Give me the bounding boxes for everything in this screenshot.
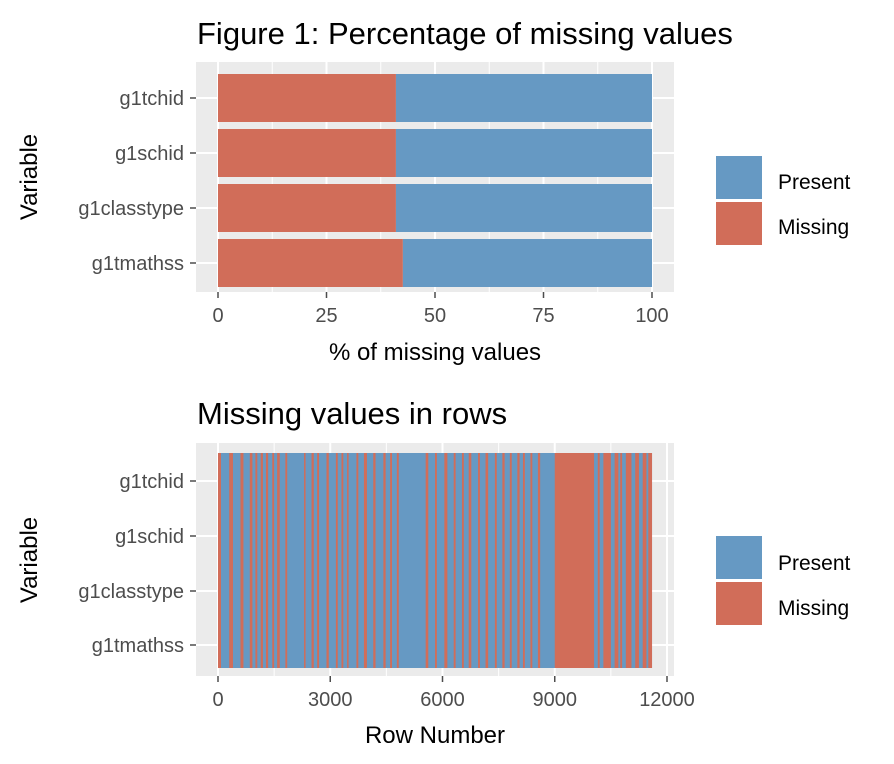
chart2-x-tick-label: 3000	[308, 689, 353, 711]
chart2-y-tick-label: g1schid	[115, 526, 184, 548]
chart2-y-tick-label: g1classtype	[78, 581, 184, 603]
chart1-y-ticks: g1tchid g1schid g1classtype g1tmathss	[78, 88, 196, 275]
chart1-bar-present	[395, 184, 652, 232]
chart2-missing-strip	[347, 453, 349, 668]
chart2-missing-strip	[597, 453, 600, 668]
chart2-x-tick-label: 6000	[420, 689, 465, 711]
chart1-bar-present	[402, 239, 652, 287]
chart2-legend-missing-label: Missing	[778, 597, 849, 620]
chart2-missing-strip	[240, 453, 244, 668]
chart2-missing-strip	[642, 453, 647, 668]
chart1-y-tick-label: g1tmathss	[92, 253, 184, 275]
chart2-missing-strip	[383, 453, 386, 668]
chart2-y-tick-label: g1tmathss	[92, 635, 184, 657]
chart2-x-tick-label: 12000	[639, 689, 695, 711]
chart1-x-axis-label: % of missing values	[329, 339, 541, 366]
chart2-legend-missing-key	[716, 582, 762, 625]
chart2-missing-strip	[373, 453, 376, 668]
chart2-y-ticks: g1tchid g1schid g1classtype g1tmathss	[78, 471, 196, 657]
chart2-missing-strip	[461, 453, 464, 668]
chart2-missing-strip	[255, 453, 258, 668]
chart2-missing-strip	[485, 453, 489, 668]
chart2-missing-strip	[537, 453, 541, 668]
chart2-x-tick-label: 0	[212, 689, 223, 711]
chart1-bar-missing	[218, 239, 403, 287]
chart1-x-tick-label: 75	[532, 305, 554, 327]
chart2-missing-strip	[341, 453, 344, 668]
chart1-bar-present	[395, 74, 652, 122]
chart2-missing-strip	[425, 453, 429, 668]
chart1-y-tick-label: g1schid	[115, 143, 184, 165]
chart1-x-tick-label: 50	[424, 305, 446, 327]
chart2-missing-strip	[453, 453, 456, 668]
chart2-missing-strip	[603, 453, 611, 668]
chart2-missing-strip	[522, 453, 525, 668]
chart2-x-ticks: 0 3000 6000 9000 12000	[212, 676, 695, 711]
chart1-bar-missing	[218, 184, 396, 232]
chart2-missing-strip	[285, 453, 288, 668]
chart2-missing-strip	[444, 453, 448, 668]
chart2-missing-strip	[265, 453, 269, 668]
chart1-bars	[218, 74, 652, 287]
chart2-missing-strip	[260, 453, 263, 668]
chart1-y-axis-label: Variable	[16, 134, 43, 220]
chart2-missing-strip	[363, 453, 367, 668]
chart1-legend-present-label: Present	[778, 171, 851, 194]
chart2-y-tick-label: g1tchid	[120, 471, 185, 493]
chart2-missing-strip	[502, 453, 505, 668]
chart1-legend: Present Missing	[716, 156, 851, 245]
chart1-legend-missing-key	[716, 202, 762, 245]
chart1-title: Figure 1: Percentage of missing values	[197, 16, 733, 51]
chart2-missing-strip	[648, 453, 653, 668]
chart1-y-tick-label: g1tchid	[120, 88, 185, 110]
chart2-legend: Present Missing	[716, 536, 851, 625]
chart2-missing-strip	[509, 453, 512, 668]
chart1-bar-missing	[218, 129, 396, 177]
chart2-missing-strip	[478, 453, 480, 668]
chart2-missing-strip	[277, 453, 280, 668]
chart2-missing-strip	[326, 453, 329, 668]
chart2-missing-strip	[625, 453, 632, 668]
chart2-missing-strip	[517, 453, 520, 668]
chart2-missing-strip	[272, 453, 275, 668]
chart2-missing-strip	[335, 453, 338, 668]
chart2-missing-strip	[396, 453, 399, 668]
chart2-missing-strip	[635, 453, 639, 668]
chart2-row-strips	[218, 453, 653, 668]
chart1-legend-present-key	[716, 156, 762, 199]
chart2-missing-strip	[614, 453, 619, 668]
chart1-x-tick-label: 100	[635, 305, 668, 327]
chart2-missing-strip	[218, 453, 221, 668]
chart1-x-ticks: 0 25 50 75 100	[212, 292, 669, 327]
chart1-legend-missing-label: Missing	[778, 216, 849, 239]
chart1-x-tick-label: 0	[212, 305, 223, 327]
chart2-missing-strip	[356, 453, 359, 668]
chart2-missing-strip	[620, 453, 623, 668]
chart2-x-axis-label: Row Number	[365, 722, 505, 749]
chart2-legend-present-label: Present	[778, 552, 851, 575]
chart2-missing-strip	[311, 453, 314, 668]
chart1-bar-present	[395, 129, 652, 177]
chart2-missing-strip	[317, 453, 320, 668]
chart2-y-axis-label: Variable	[16, 517, 43, 603]
chart2-legend-present-key	[716, 536, 762, 579]
chart2-missing-strip	[530, 453, 533, 668]
chart2-missing-strip	[390, 453, 392, 668]
chart2-missing-strip	[304, 453, 306, 668]
chart2-title: Missing values in rows	[197, 396, 507, 431]
chart2-missing-strip	[229, 453, 233, 668]
chart2-missing-strip	[249, 453, 253, 668]
chart1-bar-missing	[218, 74, 396, 122]
chart1-y-tick-label: g1classtype	[78, 198, 184, 220]
chart1-x-tick-label: 25	[315, 305, 337, 327]
chart2-x-tick-label: 9000	[533, 689, 578, 711]
chart2-missing-strip	[435, 453, 437, 668]
chart2-missing-strip	[494, 453, 497, 668]
chart2-missing-strip	[554, 453, 595, 668]
chart2-missing-strip	[468, 453, 472, 668]
